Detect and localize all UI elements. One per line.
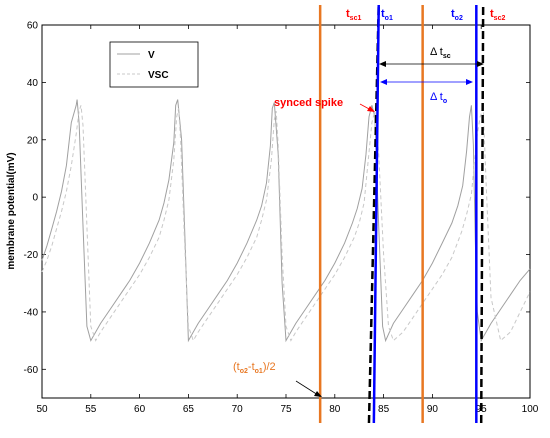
to2-label: to2 (451, 8, 463, 22)
delta-tsc-main: Δ t (430, 46, 443, 58)
y-tick-label: -60 (24, 365, 39, 376)
to2-main: t (451, 8, 455, 20)
to2-sub: o2 (455, 15, 463, 22)
x-tick-label: 65 (183, 404, 195, 415)
delta-tsc-head-right (477, 61, 484, 67)
half-s1: o2 (240, 368, 248, 375)
delta-to-sub: o (443, 98, 447, 105)
x-tick-label: 70 (232, 404, 244, 415)
y-tick-label: -20 (24, 250, 39, 261)
x-tick-label: 100 (522, 404, 539, 415)
x-tick-label: 55 (85, 404, 97, 415)
half-a: (t (233, 361, 240, 373)
half-interval-shaft (295, 380, 319, 396)
delta-tsc-head-left (379, 61, 386, 67)
half-s2: o1 (255, 368, 263, 375)
vline-group (318, 4, 485, 424)
to1-sub: o1 (385, 15, 393, 22)
delta-tsc-sub: sc (443, 53, 451, 60)
y-axis-label: membrane potential(mV) (6, 152, 17, 269)
y-tick-label: 20 (27, 135, 39, 146)
synced-spike-arrow (359, 103, 375, 112)
half-b: -t (248, 361, 255, 373)
to1-label: to1 (381, 8, 393, 22)
x-tick-label: 50 (36, 404, 48, 415)
x-tick-label: 90 (427, 404, 439, 415)
tsc2-sub: sc2 (494, 15, 506, 22)
half-interval-label: (to2-to1)/2 (233, 361, 276, 375)
delta-to-label: Δ to (430, 91, 447, 105)
series-line-v (41, 99, 531, 343)
x-tick-label: 75 (280, 404, 292, 415)
tsc1-main: t (346, 8, 350, 20)
synced-spike-head (367, 106, 375, 112)
y-tick-label: 60 (27, 21, 39, 32)
delta-tsc-label: Δ tsc (430, 46, 451, 60)
delta-tsc-arrow (379, 61, 484, 67)
delta-to-head-left (380, 79, 387, 85)
synced-spike-label: synced spike (274, 97, 343, 109)
half-interval-arrow (295, 380, 322, 397)
vline-5 (479, 4, 485, 424)
legend-box (109, 41, 199, 88)
legend-vsc-label: VSC (148, 70, 169, 81)
vline-2 (372, 4, 380, 424)
x-tick-label: 80 (329, 404, 341, 415)
to1-main: t (381, 8, 385, 20)
legend: V VSC (109, 41, 199, 88)
tsc1-label: tsc1 (346, 8, 361, 22)
x-tick-label: 60 (134, 404, 146, 415)
y-tick-label: 0 (32, 193, 38, 204)
half-c: )/2 (263, 361, 276, 373)
tsc1-sub: sc1 (350, 15, 362, 22)
y-tick-label: 40 (27, 78, 39, 89)
series-group (41, 99, 531, 343)
delta-to-head-right (466, 79, 473, 85)
half-interval-head (314, 391, 322, 397)
delta-to-main: Δ t (430, 91, 443, 103)
tsc2-label: tsc2 (490, 8, 505, 22)
y-tick-label: -40 (24, 307, 39, 318)
series-line-vsc (41, 105, 531, 342)
delta-to-arrow (380, 79, 473, 85)
x-tick-label: 85 (378, 404, 390, 415)
legend-v-label: V (148, 50, 155, 61)
tsc2-main: t (490, 8, 494, 20)
